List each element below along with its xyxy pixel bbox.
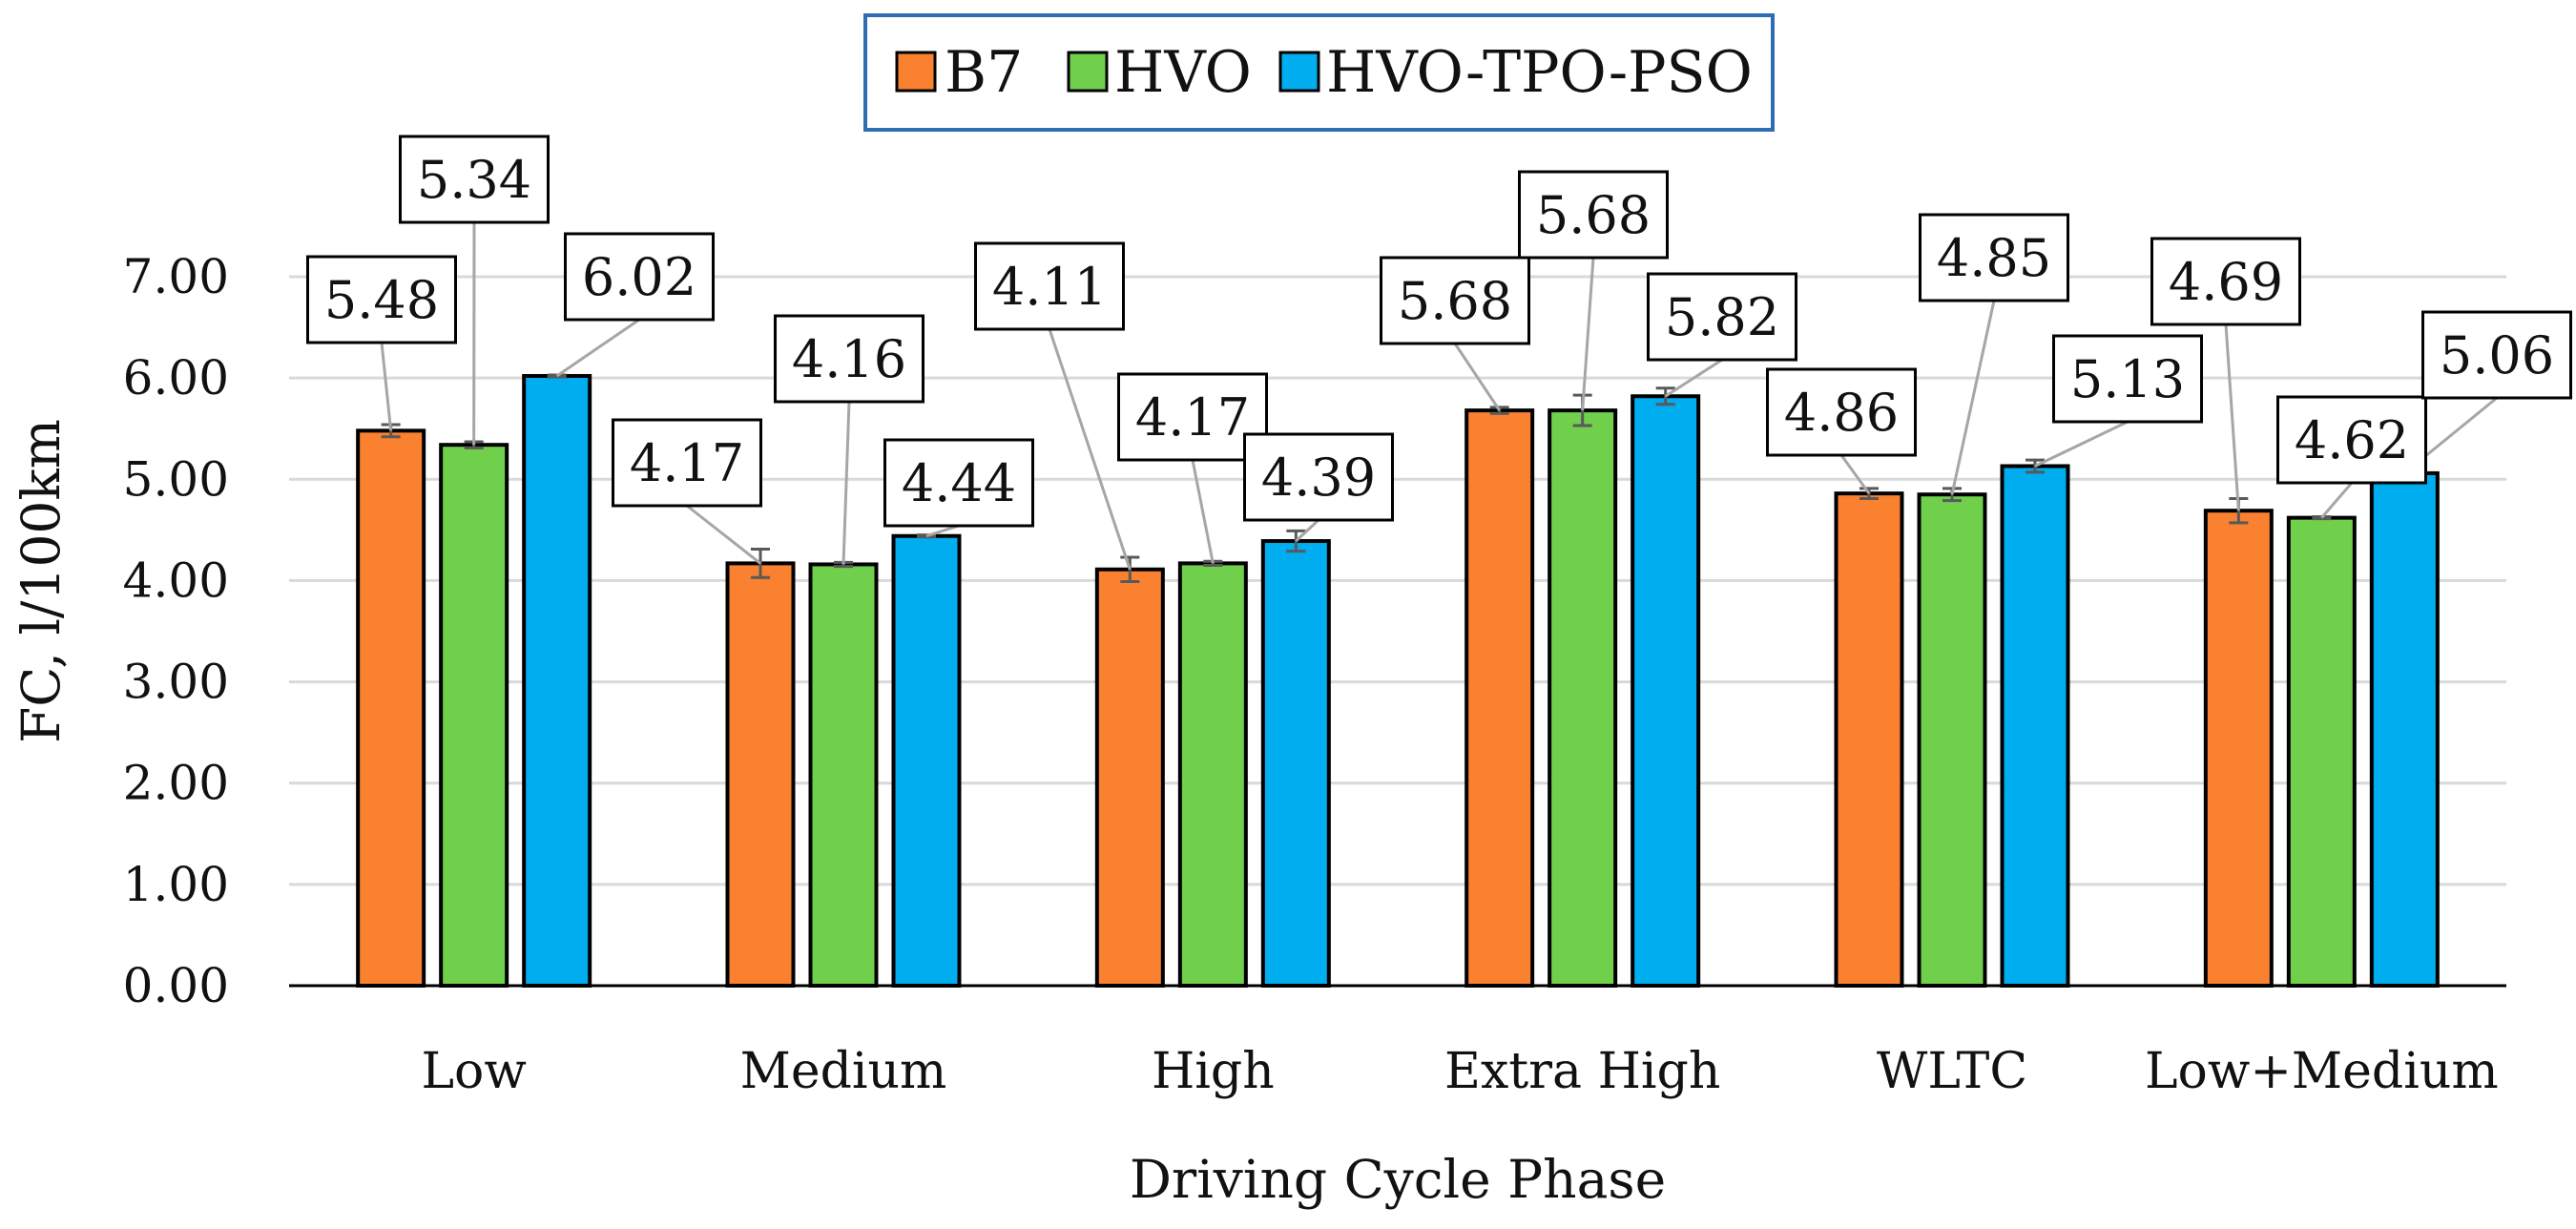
y-tick-label: 0.00 [123,958,229,1013]
y-axis-title: FC, l/100km [10,419,72,743]
legend-swatch-hvo [1067,51,1109,93]
bar-hvo-low-medium [2286,515,2357,988]
x-axis-title: Driving Cycle Phase [1130,1149,1666,1210]
x-tick-label: Low+Medium [2145,1043,2499,1100]
bar-hvo-high [1177,561,1248,988]
data-label-box [1766,367,1917,457]
legend: B7 HVO HVO-TPO-PSO [863,13,1775,132]
data-label-box [612,418,762,508]
bar-b7-high [1094,567,1165,988]
y-tick-label: 7.00 [123,249,229,304]
leader-line [2034,420,2129,468]
x-tick-label: Low [421,1043,526,1100]
y-tick-label: 5.00 [123,451,229,507]
bar-b7-wltc [1834,491,1904,988]
data-label-box [974,241,1125,331]
leader-line [1191,459,1215,564]
data-label-box [2421,310,2572,400]
data-label-box [1380,256,1530,345]
leader-line [380,342,393,431]
data-label-hvo-tpo-pso-high: 4.39 [1261,448,1376,508]
x-tick-label: WLTC [1877,1043,2027,1100]
data-label-box [1117,372,1268,462]
legend-label-b7: B7 [945,39,1023,106]
y-tick-label: 3.00 [123,655,229,710]
bar-hvo-tpo-pso-medium [891,533,962,988]
x-tick-label: Medium [740,1043,947,1100]
x-tick-label: Extra High [1444,1043,1720,1100]
label-leader-lines [380,221,2498,571]
bar-b7-low [356,428,426,988]
data-label-hvo-low: 5.34 [417,150,531,210]
data-label-box [2150,237,2301,326]
data-label-box [306,255,457,344]
leader-line [1581,257,1595,411]
y-tick-label: 2.00 [123,756,229,811]
bar-hvo-tpo-pso-low-medium [2369,470,2440,989]
x-axis-categories: Low Medium High Extra High WLTC Low+Medium [421,1043,2498,1100]
legend-label-hvo-tpo-pso: HVO-TPO-PSO [1326,39,1753,106]
leader-line [925,524,960,538]
data-label-b7-high: 4.11 [992,257,1107,317]
bar-b7-medium [725,561,796,988]
bar-hvo-tpo-pso-wltc [2000,464,2070,989]
x-tick-label: High [1152,1043,1275,1100]
bar-hvo-low [439,443,509,988]
legend-swatch-hvo-tpo-pso [1278,51,1320,93]
bar-hvo-medium [808,562,879,989]
data-label-b7-low-medium: 4.69 [2169,252,2283,312]
data-labels: 5.485.346.024.174.164.444.114.174.395.68… [306,135,2572,528]
data-label-box [2052,334,2203,424]
bar-hvo-extra-high [1548,408,1618,988]
leader-line [1664,358,1723,398]
leader-line [1048,328,1132,571]
data-label-hvo-tpo-pso-medium: 4.44 [902,453,1016,513]
data-label-b7-medium: 4.17 [630,433,744,493]
leader-line [686,504,761,565]
data-label-box [1243,432,1394,522]
data-label-hvo-high: 4.17 [1135,387,1250,448]
bar-hvo-tpo-pso-low [522,374,592,988]
data-label-box [1919,213,2069,302]
data-label-hvo-tpo-pso-wltc: 5.13 [2070,349,2185,409]
data-label-box [564,232,715,322]
data-label-hvo-low-medium: 4.62 [2295,410,2409,470]
data-label-b7-wltc: 4.86 [1784,383,1899,443]
y-tick-label: 4.00 [123,552,229,608]
leader-line [1453,343,1501,411]
data-label-hvo-medium: 4.16 [792,329,906,389]
data-label-hvo-wltc: 4.85 [1937,228,2051,288]
data-label-hvo-tpo-pso-extra-high: 5.82 [1665,287,1779,347]
bar-b7-low-medium [2203,509,2274,988]
bar-hvo-tpo-pso-extra-high [1631,394,1701,988]
data-label-box [1647,272,1797,362]
data-label-box [399,135,550,224]
data-label-box [1518,170,1669,260]
bar-hvo-wltc [1917,492,1987,988]
data-label-box [2276,395,2427,485]
leader-line [1295,518,1320,543]
leader-line [1950,300,1996,495]
y-axis-ticks: 0.00 1.00 2.00 3.00 4.00 5.00 6.00 7.00 [123,249,229,1013]
legend-label-hvo: HVO [1114,39,1252,106]
leader-line [2320,482,2354,519]
leader-line [2224,323,2240,511]
bar-b7-extra-high [1465,408,1535,988]
bar-hvo-tpo-pso-high [1260,539,1331,988]
data-label-box [883,438,1034,528]
data-label-b7-extra-high: 5.68 [1398,271,1512,331]
bars [356,374,2440,989]
y-tick-label: 6.00 [123,350,229,406]
data-label-b7-low: 5.48 [324,270,439,330]
leader-line [1839,454,1871,495]
data-label-hvo-tpo-pso-low-medium: 5.06 [2440,325,2554,385]
leader-line [555,318,640,378]
data-label-hvo-extra-high: 5.68 [1536,185,1651,245]
data-label-hvo-tpo-pso-low: 6.02 [582,247,696,307]
data-label-box [774,314,924,404]
leader-line [841,401,851,565]
y-tick-label: 1.00 [123,857,229,912]
legend-swatch-b7 [895,51,937,93]
